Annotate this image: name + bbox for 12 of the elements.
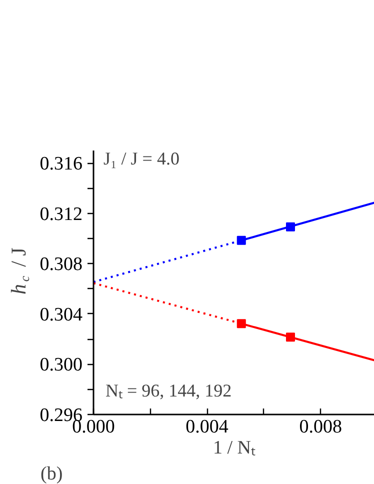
annotation: Nₜ = 96, 144, 192	[106, 380, 232, 400]
annotation: J₁ / J = 4.0	[104, 148, 180, 168]
x-tick-label: 0.004	[186, 416, 229, 438]
y-tick-label: 0.300	[40, 354, 82, 376]
y-tick-label: 0.312	[40, 204, 82, 225]
text: (b)	[40, 464, 63, 484]
y-tick-label: 0.316	[40, 154, 82, 175]
x-tick-label: 0.008	[299, 416, 342, 438]
x-axis-title: 1 / Nₜ	[213, 438, 256, 458]
y-tick-label: 0.304	[40, 304, 83, 326]
y-tick-label: 0.308	[40, 254, 82, 276]
y-axis-title: hc / J	[6, 248, 32, 294]
